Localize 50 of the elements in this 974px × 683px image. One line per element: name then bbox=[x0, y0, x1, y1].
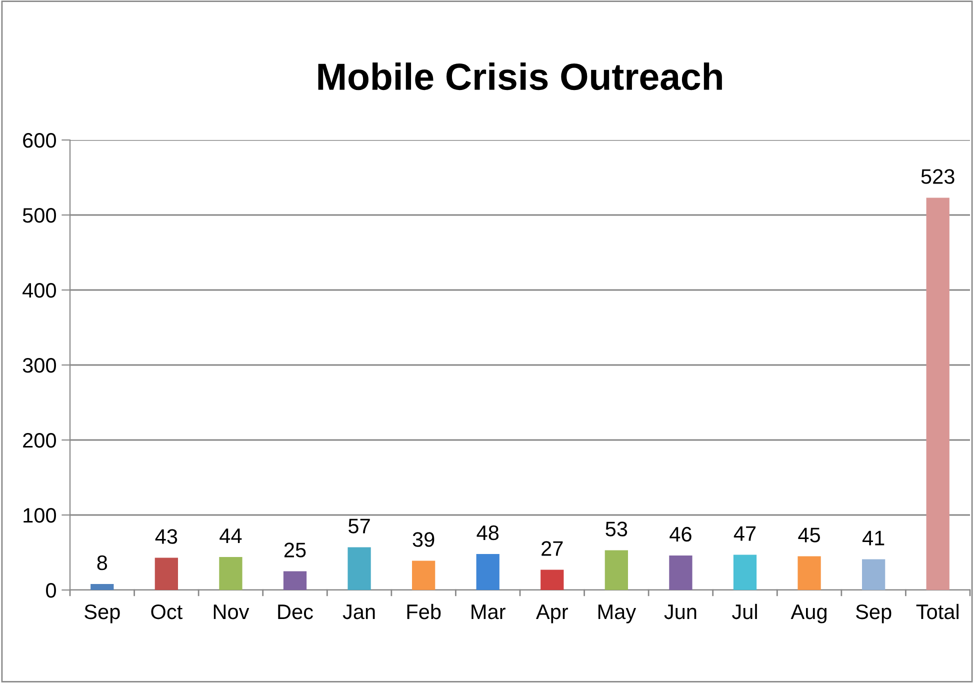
y-tick-label: 200 bbox=[23, 433, 56, 448]
x-tick-label: Sep bbox=[84, 604, 120, 624]
bar bbox=[412, 560, 436, 590]
chart-title: Mobile Crisis Outreach bbox=[318, 62, 722, 90]
x-tick-label: Nov bbox=[214, 604, 250, 620]
bar bbox=[283, 571, 307, 590]
bar bbox=[476, 554, 500, 590]
x-tick-label: Oct bbox=[151, 604, 182, 620]
data-label: 39 bbox=[412, 532, 434, 547]
bar bbox=[90, 584, 114, 590]
bar bbox=[219, 557, 242, 590]
data-label: 27 bbox=[542, 541, 563, 556]
data-label: 53 bbox=[606, 522, 628, 536]
y-tick-label: 300 bbox=[22, 358, 56, 373]
y-tick-label: 0 bbox=[46, 583, 56, 598]
y-tick-label: 600 bbox=[23, 133, 56, 148]
data-label: 57 bbox=[348, 518, 370, 534]
x-tick-label: Jul bbox=[732, 604, 757, 620]
x-tick-label: Feb bbox=[407, 604, 441, 620]
bar bbox=[798, 556, 821, 590]
y-tick-label: 100 bbox=[24, 508, 56, 523]
data-label: 41 bbox=[862, 530, 884, 546]
bar bbox=[348, 547, 371, 590]
data-label: 45 bbox=[798, 528, 820, 542]
data-label: 44 bbox=[220, 528, 242, 543]
x-tick-label: Jan bbox=[342, 604, 375, 620]
x-tick-label: Jun bbox=[664, 604, 696, 620]
y-tick-label: 500 bbox=[22, 208, 56, 223]
x-tick-label: Apr bbox=[536, 604, 568, 624]
x-tick-label: Dec bbox=[278, 604, 313, 620]
data-label: 25 bbox=[284, 542, 306, 558]
data-label: 47 bbox=[734, 526, 756, 541]
data-label: 8 bbox=[97, 555, 108, 570]
data-label: 46 bbox=[670, 526, 692, 542]
bar bbox=[540, 570, 564, 590]
data-label: 48 bbox=[476, 525, 499, 540]
bar bbox=[669, 556, 692, 590]
bar bbox=[862, 559, 886, 590]
y-tick-label: 400 bbox=[22, 283, 56, 298]
bar bbox=[733, 554, 757, 590]
x-tick-label: Total bbox=[916, 604, 958, 620]
x-tick-label: Mar bbox=[472, 604, 506, 620]
bar bbox=[154, 558, 178, 590]
bar bbox=[604, 550, 628, 590]
bar bbox=[926, 198, 950, 590]
data-label: 523 bbox=[921, 169, 954, 184]
x-tick-label: Aug bbox=[790, 604, 826, 624]
data-label: 43 bbox=[155, 529, 178, 544]
x-tick-label: May bbox=[598, 604, 636, 624]
x-tick-label: Sep bbox=[856, 604, 892, 624]
